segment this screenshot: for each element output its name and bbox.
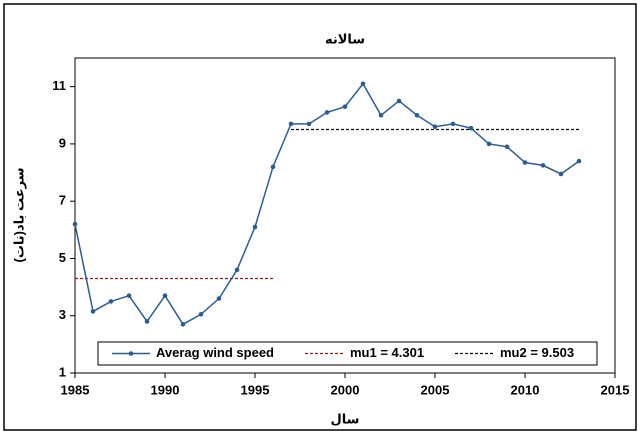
data-point: [252, 224, 258, 230]
data-point: [558, 171, 564, 177]
y-axis-label: سرعت باد(نات): [11, 167, 26, 262]
data-point: [216, 296, 222, 301]
data-point: [126, 293, 132, 298]
x-tick-label: 2000: [331, 382, 360, 397]
x-tick-label: 1990: [151, 382, 180, 397]
outer-frame: [3, 3, 637, 431]
y-tick-label: 9: [59, 135, 66, 150]
data-point: [90, 309, 96, 314]
data-point: [540, 163, 546, 168]
data-point: [504, 144, 510, 150]
x-tick-label: 2015: [601, 382, 630, 397]
data-line: [74, 82, 580, 326]
chart-title: سالانه: [325, 31, 365, 46]
y-tick-label: 3: [59, 307, 66, 322]
data-point: [450, 121, 456, 127]
data-point: [306, 121, 312, 127]
data-point: [288, 121, 294, 127]
data-point: [72, 221, 78, 227]
data-point: [432, 124, 438, 130]
x-axis-label: سال: [331, 411, 360, 426]
y-tick-label: 11: [52, 78, 66, 93]
data-point: [162, 293, 168, 298]
data-point: [486, 141, 492, 147]
legend-label: mu2 = 9.503: [500, 345, 574, 360]
data-point: [360, 81, 366, 87]
data-point: [522, 160, 528, 165]
data-point: [576, 158, 582, 164]
data-point: [270, 164, 276, 170]
x-tick-label: 2010: [511, 382, 540, 397]
legend-box: [97, 341, 598, 366]
x-tick-label: 2005: [421, 382, 450, 397]
x-tick-label: 1995: [241, 382, 270, 397]
data-point: [144, 319, 150, 324]
data-point: [378, 112, 384, 118]
data-point: [234, 267, 240, 273]
data-point: [324, 110, 330, 115]
data-point: [180, 322, 186, 327]
data-point: [198, 311, 204, 317]
legend-label: mu1 = 4.301: [350, 345, 424, 360]
legend-label: Averag wind speed: [156, 345, 274, 360]
legend-swatch-dot: [128, 351, 134, 356]
x-tick-label: 1985: [61, 382, 90, 397]
data-point: [108, 299, 114, 304]
data-point: [468, 125, 474, 131]
y-tick-label: 1: [59, 364, 66, 379]
data-point: [396, 98, 402, 104]
data-point: [342, 104, 348, 109]
y-tick-label: 7: [59, 193, 66, 208]
data-point: [414, 112, 420, 118]
y-tick-label: 5: [59, 250, 66, 265]
